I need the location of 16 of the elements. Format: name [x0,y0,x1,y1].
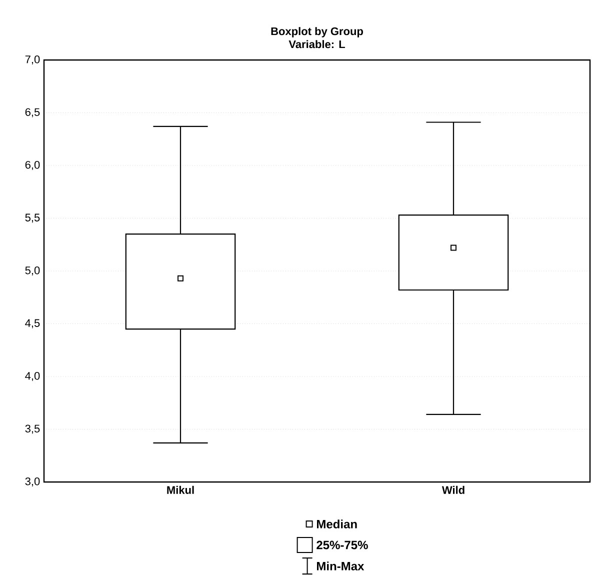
y-tick-label: 3,0 [25,477,40,487]
text: Min-Max [317,562,364,570]
chart-title: Boxplot by Group [271,27,363,38]
x-tick-label: Wild [442,486,464,494]
y-tick-label: 4,0 [25,372,40,382]
text: Median [317,520,357,528]
x-tick-label: Mikul [167,486,194,494]
y-tick-label: 3,5 [25,424,40,434]
chart-subtitle: Variable: L [288,40,345,48]
y-tick-label: 4,5 [25,319,40,328]
y-tick-label: 6,5 [25,108,40,118]
y-tick-label: 5,0 [25,266,40,276]
y-tick-label: 6,0 [25,160,40,170]
y-tick-label: 5,5 [25,214,40,223]
text: 25%-75% [316,540,368,550]
y-tick-label: 7,0 [25,55,40,65]
